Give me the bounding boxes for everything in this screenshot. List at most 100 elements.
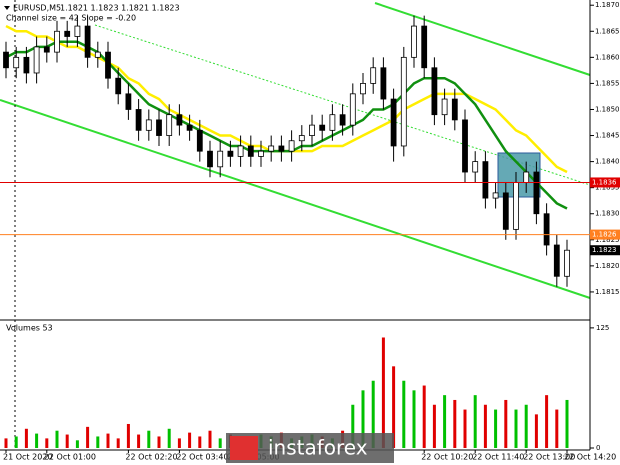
volume-bar bbox=[177, 438, 181, 448]
volume-bar bbox=[432, 404, 436, 448]
volume-bar bbox=[14, 436, 18, 448]
volume-bar bbox=[55, 430, 59, 448]
candle-body bbox=[319, 124, 326, 131]
volume-bar bbox=[494, 409, 498, 448]
candle-body bbox=[258, 150, 264, 157]
volume-bar bbox=[24, 428, 28, 448]
watermark: instaforex bbox=[226, 433, 394, 463]
y-tick-label: 1.1830 bbox=[595, 210, 620, 218]
candle-body bbox=[339, 114, 346, 126]
candle-body bbox=[115, 77, 122, 95]
candle-body bbox=[23, 56, 30, 74]
candle-body bbox=[523, 171, 530, 183]
volume-bar bbox=[147, 430, 151, 448]
x-tick-label: 22 Oct 14:20 bbox=[564, 453, 616, 462]
y-tick-label: 1.1845 bbox=[595, 132, 620, 140]
watermark-text: instaforex bbox=[268, 436, 368, 460]
y-tick-label: 1.1840 bbox=[595, 158, 620, 166]
x-tick-label: 22 Oct 11:40 bbox=[472, 453, 524, 462]
volume-bar bbox=[167, 428, 171, 448]
y-tick-label: 0 bbox=[596, 444, 600, 452]
candle-body bbox=[411, 25, 417, 58]
price-tag bbox=[590, 177, 620, 188]
volume-bar bbox=[157, 436, 161, 448]
volume-bar bbox=[402, 380, 406, 448]
volume-bar bbox=[208, 430, 212, 448]
candle-body bbox=[278, 145, 285, 152]
annotation: Channel size = 42 Slope = -0.20 bbox=[6, 14, 136, 23]
volume-bar bbox=[137, 434, 141, 448]
volume-bar bbox=[116, 438, 120, 448]
candle-body bbox=[237, 145, 244, 157]
candle-body bbox=[564, 249, 570, 277]
candle-body bbox=[462, 119, 468, 173]
volume-bar bbox=[86, 426, 90, 448]
volume-bar bbox=[565, 399, 569, 448]
candle-body bbox=[482, 161, 489, 199]
price-tag-label: 1.1826 bbox=[592, 231, 617, 239]
y-tick-label: 125 bbox=[596, 324, 609, 332]
candle-body bbox=[431, 67, 438, 116]
volume-bar bbox=[381, 337, 385, 448]
x-tick-label: 22 Oct 02:20 bbox=[125, 453, 177, 462]
volume-bar bbox=[65, 434, 69, 448]
watermark-logo bbox=[230, 436, 258, 460]
y-tick-label: 1.1825 bbox=[595, 236, 620, 244]
candle-body bbox=[145, 119, 152, 131]
highlight-box bbox=[497, 152, 541, 198]
volume-bar bbox=[96, 436, 100, 448]
candle-body bbox=[54, 30, 60, 53]
candle-body bbox=[451, 98, 458, 121]
candle-body bbox=[390, 98, 397, 147]
candle-body bbox=[360, 83, 366, 95]
volume-bar bbox=[45, 438, 49, 448]
candle-body bbox=[472, 161, 479, 173]
candle-body bbox=[166, 114, 173, 136]
candle-body bbox=[288, 140, 295, 152]
volume-bar bbox=[126, 423, 130, 448]
candle-body bbox=[125, 93, 132, 110]
y-tick-label: 1.1820 bbox=[595, 262, 620, 270]
candle-body bbox=[492, 192, 499, 199]
x-tick-label: 22 Oct 13:00 bbox=[523, 453, 575, 462]
volume-bar bbox=[534, 414, 538, 448]
y-tick-label: 1.1850 bbox=[595, 105, 620, 113]
volume-title: Volumes 53 bbox=[6, 324, 53, 333]
y-tick-label: 1.1855 bbox=[595, 79, 620, 87]
y-tick-label: 1.1860 bbox=[595, 53, 620, 61]
volume-bar bbox=[35, 433, 39, 448]
candle-body bbox=[329, 114, 336, 131]
volume-bar bbox=[198, 436, 202, 448]
candle-body bbox=[268, 145, 275, 152]
candle-body bbox=[105, 51, 111, 79]
last-price-tag bbox=[590, 245, 620, 256]
volume-bar bbox=[473, 395, 477, 448]
x-tick-label: 22 Oct 01:00 bbox=[44, 453, 96, 462]
candle-body bbox=[370, 67, 377, 84]
candle-body bbox=[84, 25, 91, 58]
menu-arrow bbox=[4, 6, 10, 10]
candle-body bbox=[207, 150, 213, 168]
volume-bar bbox=[504, 399, 508, 448]
x-tick-label: 22 Oct 10:20 bbox=[421, 453, 473, 462]
candle-body bbox=[33, 46, 40, 74]
volume-bar bbox=[545, 395, 549, 448]
y-tick-label: 1.1865 bbox=[595, 27, 620, 35]
volume-bar bbox=[524, 404, 528, 448]
candle-body bbox=[380, 67, 387, 100]
y-tick-label: 1.1815 bbox=[595, 288, 620, 296]
candle-body bbox=[543, 213, 550, 246]
candle-body bbox=[156, 119, 162, 136]
candle-body bbox=[135, 109, 142, 131]
x-tick-label: 22 Oct 03:40 bbox=[176, 453, 228, 462]
candle-body bbox=[533, 171, 540, 215]
candle-body bbox=[227, 150, 234, 157]
y-tick-label: 1.1835 bbox=[595, 184, 620, 192]
volume-bar bbox=[422, 385, 426, 448]
candle-body bbox=[43, 46, 50, 53]
candle-body bbox=[196, 129, 203, 152]
y-tick-label: 1.1870 bbox=[595, 1, 620, 9]
x-tick-label: 21 Oct 2020 bbox=[3, 453, 52, 462]
volume-bar bbox=[555, 409, 559, 448]
